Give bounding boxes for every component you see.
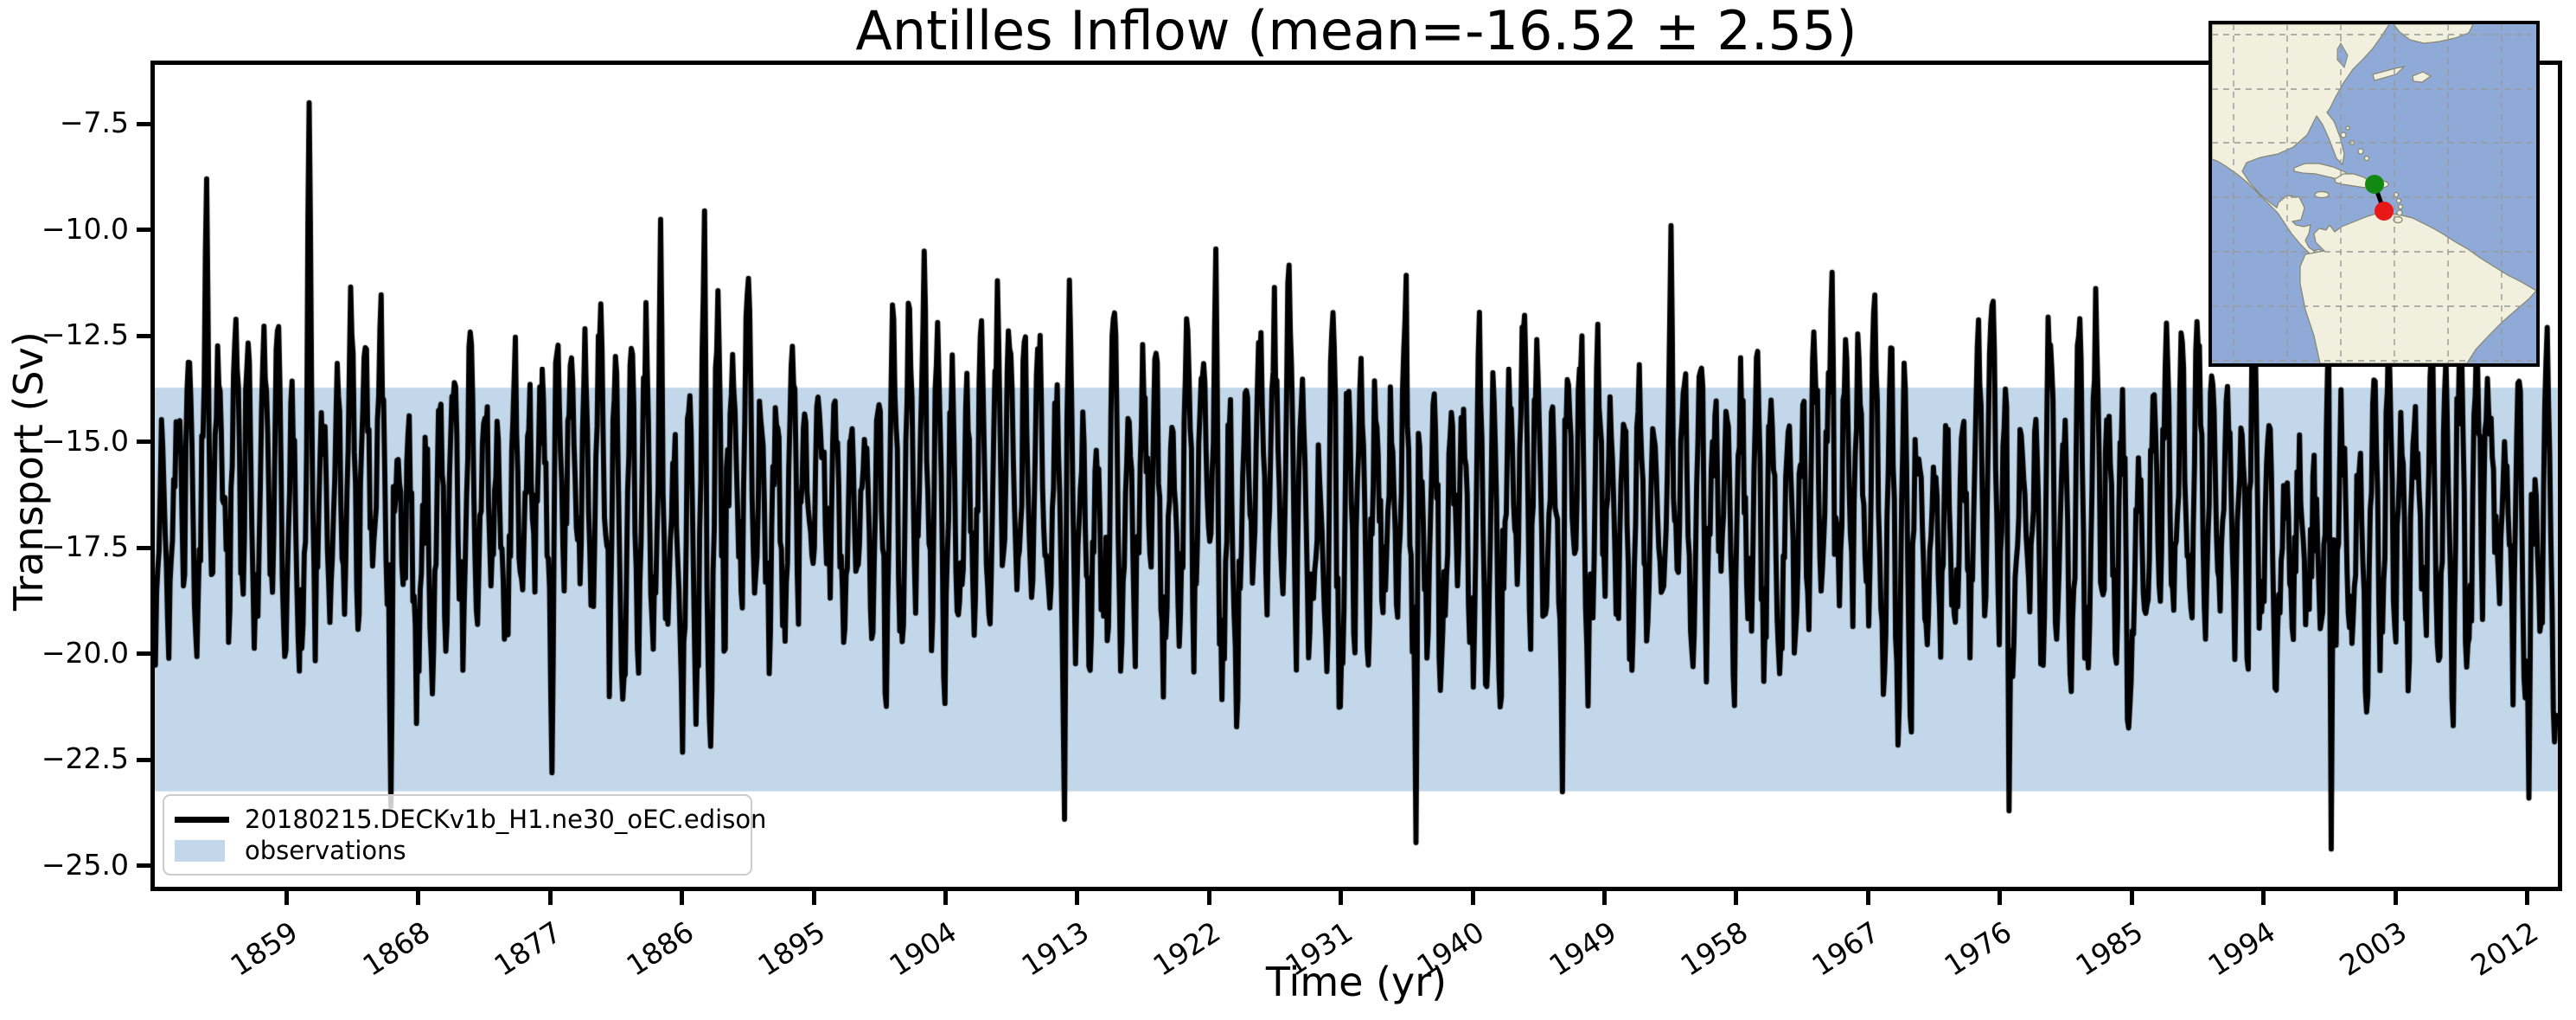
model-line-swatch (175, 816, 229, 823)
y-tick (137, 439, 150, 445)
transect-start-marker (2365, 175, 2384, 194)
y-tick (137, 333, 150, 338)
y-tick (137, 545, 150, 550)
y-tick-label: −22.5 (41, 741, 129, 776)
land-south-america (2299, 211, 2536, 363)
land-long-island (2372, 66, 2406, 81)
plot-area: −7.5 −10.0 −12.5 −15.0 −17.5 −20.0 −22.5 −25.0 1… (42, 61, 2562, 983)
land-lesser-antilles (2395, 197, 2402, 204)
legend-entry-model: 20180215.DECKv1b_H1.ne30_oEC.edison (175, 804, 766, 835)
x-tick (1998, 891, 2003, 905)
y-tick (137, 863, 150, 869)
x-tick (1734, 891, 1739, 905)
land-trinidad (2393, 215, 2403, 224)
land-bahamas (2345, 125, 2350, 131)
x-tick (2261, 891, 2266, 905)
legend-label-model: 20180215.DECKv1b_H1.ne30_oEC.edison (245, 805, 767, 834)
land-jamaica (2314, 190, 2330, 199)
x-tick (2524, 891, 2529, 905)
series-canvas (155, 65, 2558, 887)
land-north-america (2212, 24, 2390, 260)
chart-title: Antilles Inflow (mean=-16.52 ± 2.55) (855, 0, 1857, 62)
map-gridlines (2212, 24, 2536, 363)
x-tick (1075, 891, 1080, 905)
land-masses (2212, 24, 2536, 363)
land-lesser-antilles (2396, 209, 2403, 216)
legend-entry-observations: observations (175, 835, 740, 866)
inset-map (2208, 21, 2540, 367)
x-tick (547, 891, 553, 905)
y-tick-label: −10.0 (41, 211, 129, 246)
x-tick (811, 891, 816, 905)
x-tick (2393, 891, 2398, 905)
transect-end-marker (2375, 202, 2394, 221)
y-tick (137, 121, 150, 126)
x-tick (2129, 891, 2134, 905)
land-bahamas (2340, 132, 2347, 138)
observations-patch-swatch (175, 839, 225, 862)
y-tick-label: −15.0 (41, 423, 129, 458)
y-tick-label: −12.5 (41, 318, 129, 352)
y-tick-label: −25.0 (41, 847, 129, 882)
x-tick (1339, 891, 1344, 905)
y-tick (137, 651, 150, 657)
y-tick (137, 757, 150, 762)
land-bahamas (2357, 148, 2364, 155)
inset-map-svg (2212, 24, 2536, 363)
y-tick-label: −7.5 (59, 106, 129, 140)
land-nova-scotia (2412, 71, 2432, 83)
x-tick (1470, 891, 1475, 905)
legend-label-observations: observations (245, 836, 406, 865)
x-tick (1206, 891, 1211, 905)
y-tick-label: −17.5 (41, 529, 129, 564)
x-tick (943, 891, 948, 905)
land-lesser-antilles (2397, 203, 2404, 210)
x-tick (416, 891, 421, 905)
legend: 20180215.DECKv1b_H1.ne30_oEC.edison obse… (163, 794, 766, 876)
x-axis-label: Time (yr) (1265, 959, 1448, 1005)
land-bahamas (2363, 155, 2370, 162)
y-tick-label: −20.0 (41, 635, 129, 670)
x-tick (1865, 891, 1870, 905)
x-tick (680, 891, 685, 905)
y-tick (137, 228, 150, 233)
x-tick (1602, 891, 1608, 905)
x-tick (284, 891, 289, 905)
